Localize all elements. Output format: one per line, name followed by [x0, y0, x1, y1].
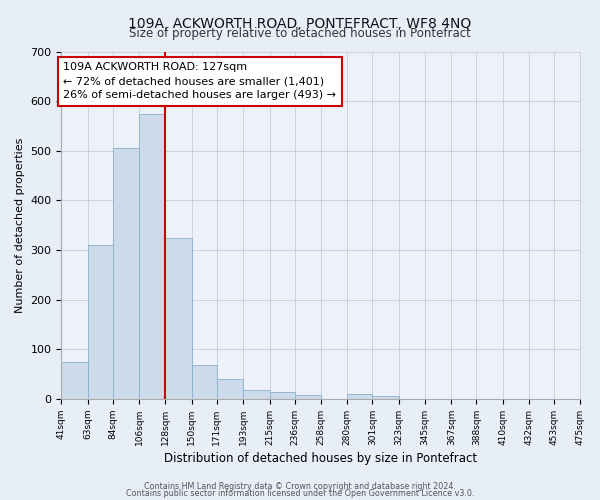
Bar — [295, 395, 321, 399]
Bar — [243, 390, 269, 399]
Text: Contains HM Land Registry data © Crown copyright and database right 2024.: Contains HM Land Registry data © Crown c… — [144, 482, 456, 491]
Bar — [61, 362, 88, 399]
Bar — [217, 379, 243, 399]
Bar — [269, 392, 295, 399]
Bar — [347, 394, 373, 399]
X-axis label: Distribution of detached houses by size in Pontefract: Distribution of detached houses by size … — [164, 452, 478, 465]
Text: Contains public sector information licensed under the Open Government Licence v3: Contains public sector information licen… — [126, 490, 474, 498]
Bar — [373, 396, 398, 399]
Text: Size of property relative to detached houses in Pontefract: Size of property relative to detached ho… — [129, 28, 471, 40]
Bar — [139, 114, 166, 399]
Bar — [113, 148, 139, 399]
Text: 109A, ACKWORTH ROAD, PONTEFRACT, WF8 4NQ: 109A, ACKWORTH ROAD, PONTEFRACT, WF8 4NQ — [128, 18, 472, 32]
Bar — [166, 238, 192, 399]
Y-axis label: Number of detached properties: Number of detached properties — [15, 138, 25, 313]
Text: 109A ACKWORTH ROAD: 127sqm
← 72% of detached houses are smaller (1,401)
26% of s: 109A ACKWORTH ROAD: 127sqm ← 72% of deta… — [63, 62, 336, 100]
Bar — [192, 365, 217, 399]
Bar — [88, 245, 113, 399]
